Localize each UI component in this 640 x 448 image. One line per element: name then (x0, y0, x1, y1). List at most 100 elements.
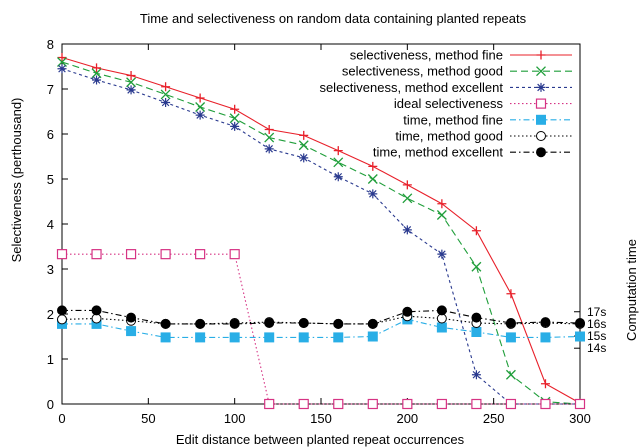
series-layer (56, 53, 586, 410)
legend-label: selectiveness, method good (342, 64, 503, 79)
data-point (505, 398, 517, 410)
data-point (195, 332, 206, 343)
legend-item: time, method good (395, 129, 572, 144)
legend-label: ideal selectiveness (394, 96, 504, 111)
data-point (505, 369, 516, 380)
y2-tick-label: 16s (587, 317, 606, 331)
data-point (402, 398, 413, 410)
y-tick-label: 0 (47, 397, 54, 412)
legend-label: time, method excellent (373, 145, 503, 160)
data-point (540, 317, 551, 328)
legend-label: selectiveness, method fine (350, 48, 503, 63)
series-6 (57, 311, 585, 329)
data-point (160, 89, 171, 100)
data-point (91, 249, 102, 260)
x-tick-label: 100 (224, 411, 246, 426)
data-point (56, 249, 68, 260)
data-point (402, 193, 413, 204)
y-tick-label: 8 (47, 37, 54, 52)
data-point (367, 318, 378, 329)
legend-marker (536, 66, 546, 77)
series-line (62, 309, 581, 325)
y-tick-label: 5 (47, 172, 54, 187)
x-tick-label: 150 (310, 411, 332, 426)
series-3 (57, 64, 585, 409)
data-point (367, 331, 378, 342)
data-point (299, 130, 309, 140)
data-point (195, 102, 206, 112)
data-point (402, 225, 412, 235)
data-point (333, 398, 344, 410)
data-point (505, 332, 516, 343)
data-point (126, 326, 137, 337)
data-point (160, 249, 171, 260)
series-line (61, 68, 580, 405)
legend-label: selectiveness, method excellent (319, 80, 503, 95)
data-point (333, 146, 343, 156)
legend: selectiveness, method fineselectiveness,… (319, 48, 572, 160)
x-tick-label: 50 (141, 411, 155, 426)
series-line (61, 56, 581, 404)
data-point (229, 332, 240, 343)
data-point (92, 75, 102, 85)
data-point (230, 104, 240, 114)
data-point (298, 318, 309, 328)
legend-label: time, method fine (403, 112, 503, 127)
data-point (471, 398, 482, 410)
y-tick-label: 1 (47, 352, 54, 367)
series-4 (56, 249, 586, 410)
data-point (92, 63, 102, 73)
data-point (436, 210, 447, 220)
legend-item: time, method fine (403, 112, 572, 127)
data-point (126, 312, 137, 323)
chart-title: Time and selectiveness on random data co… (140, 11, 527, 26)
legend-marker (536, 82, 546, 92)
data-point (540, 398, 551, 410)
data-point (195, 93, 205, 103)
legend-marker (535, 98, 547, 109)
legend-item: selectiveness, method fine (350, 48, 572, 63)
data-point (195, 249, 206, 260)
data-point (230, 121, 240, 131)
y-axis-label: Selectiveness (perthousand) (9, 98, 24, 263)
data-point (540, 332, 551, 343)
data-point (471, 261, 482, 272)
legend-item: selectiveness, method good (342, 64, 572, 79)
data-point (575, 318, 585, 328)
legend-item: selectiveness, method excellent (319, 80, 572, 95)
y2-axis-label: Computation time (624, 239, 639, 341)
data-point (299, 153, 309, 163)
data-point (436, 398, 447, 410)
x-tick-label: 200 (396, 411, 418, 426)
data-point (540, 379, 550, 389)
series-2 (57, 57, 585, 409)
data-point (57, 64, 67, 74)
data-point (125, 249, 137, 260)
data-point (471, 226, 481, 236)
data-point (367, 174, 378, 184)
data-point (126, 77, 137, 88)
data-point (264, 318, 275, 328)
y-tick-label: 6 (47, 127, 54, 142)
series-line (62, 318, 581, 338)
y-axis-ticks: 0 1 2 3 4 5 6 7 8 (47, 37, 68, 412)
data-point (298, 398, 309, 410)
series-5 (57, 314, 585, 343)
data-point (126, 71, 136, 80)
data-point (333, 172, 343, 182)
data-point (402, 180, 412, 190)
series-line (61, 315, 581, 325)
data-point (264, 125, 274, 134)
y2-tick-label: 15s (587, 329, 606, 343)
data-point (195, 110, 205, 120)
data-point (436, 322, 447, 333)
data-point (471, 327, 482, 337)
data-point (574, 398, 586, 410)
data-point (91, 305, 102, 316)
data-point (471, 312, 482, 323)
x-axis-ticks: 0 50 100 150 200 250 300 (58, 44, 591, 426)
y-tick-label: 3 (47, 262, 54, 277)
data-point (160, 332, 171, 343)
